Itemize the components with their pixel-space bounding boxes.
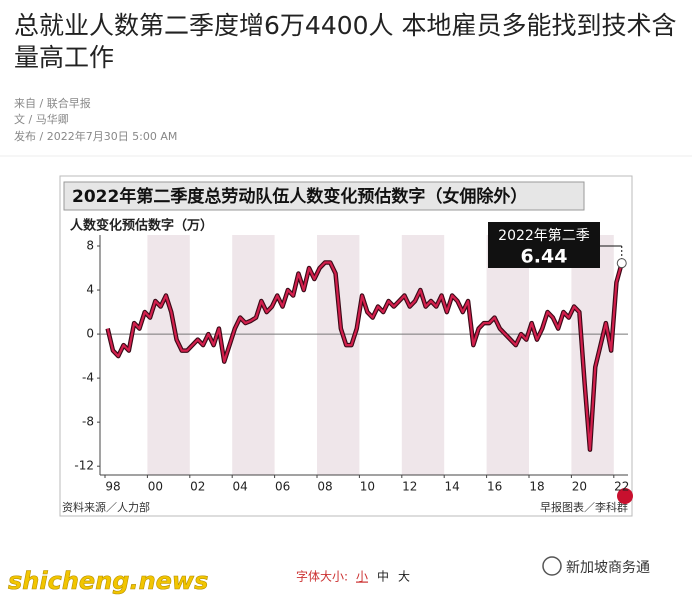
font-size-option[interactable]: 中: [377, 569, 389, 584]
y-tick-label: 4: [86, 283, 94, 297]
plot: 8 4 0 -4 -8 -12 98 00 02 04 06 08 10 12 14 16 18 20 22: [74, 235, 629, 494]
x-tick-label: 18: [529, 480, 544, 494]
last-point: [616, 258, 627, 269]
callout-label: 2022年第二季: [498, 227, 590, 244]
y-tick-label: -4: [82, 371, 94, 385]
band: [232, 235, 275, 475]
y-tick-label: -8: [82, 415, 94, 429]
callout-value: 6.44: [521, 246, 568, 268]
chart-credit: 早报图表／李科群: [540, 500, 628, 514]
chart-source: 资料来源／人力部: [62, 500, 150, 514]
meta-author: 文 / 马华卿: [14, 112, 69, 126]
watermark: shicheng.news: [8, 567, 208, 595]
chart-title-bar: [63, 181, 585, 211]
x-tick-label: 12: [402, 480, 417, 494]
x-tick-label: 08: [317, 480, 332, 494]
x-tick-label: 20: [572, 480, 587, 494]
x-tick-label: 00: [148, 480, 163, 494]
band: [317, 235, 360, 475]
x-tick-label: 22: [614, 480, 629, 494]
font-size-option[interactable]: 小: [356, 570, 368, 584]
chart-title: 2022年第二季度总劳动队伍人数变化预估数字（女佣除外）: [72, 186, 527, 207]
account-icon: [542, 556, 562, 576]
font-size-label: 字体大小:: [296, 569, 348, 584]
x-tick-label: 16: [487, 480, 502, 494]
x-tick-label: 04: [233, 480, 248, 494]
meta-date: 发布 / 2022年7月30日 5:00 AM: [14, 129, 177, 143]
x-tick-label: 98: [105, 480, 120, 494]
x-tick-label: 02: [190, 480, 205, 494]
x-tick-label: 10: [360, 480, 375, 494]
account-name: 新加坡商务通: [566, 560, 650, 576]
y-tick-label: -12: [74, 459, 94, 473]
y-tick-label: 0: [86, 327, 94, 341]
logo: [617, 488, 633, 504]
x-tick-label: 06: [275, 480, 290, 494]
band: [486, 235, 529, 475]
y-tick-label: 8: [86, 239, 94, 253]
x-tick-label: 14: [445, 480, 460, 494]
y-axis-label: 人数变化预估数字（万）: [70, 218, 213, 234]
meta-source: 来自 / 联合早报: [14, 96, 91, 110]
line: [106, 261, 623, 451]
title-box: 总就业人数第二季度增6万4400人 本地雇员多能找到技术含量高工作: [14, 11, 677, 72]
article-title: 总就业人数第二季度增6万4400人 本地雇员多能找到技术含量高工作: [14, 11, 677, 72]
font-size-option[interactable]: 大: [398, 570, 410, 584]
band: [147, 235, 190, 475]
callout-box: [488, 222, 600, 268]
band: [401, 235, 445, 475]
